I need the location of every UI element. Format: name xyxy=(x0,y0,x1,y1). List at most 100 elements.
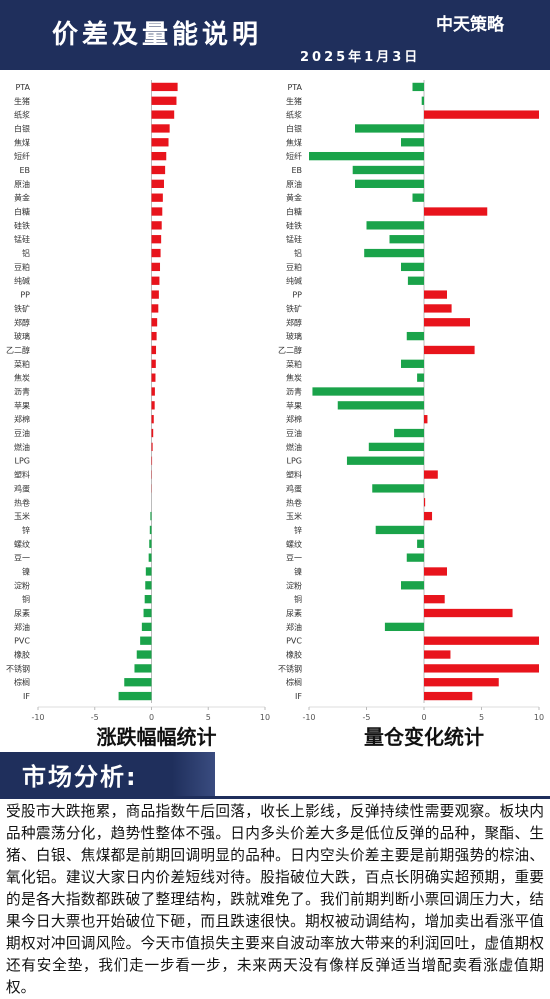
y-tick-label: 螺纹 xyxy=(14,539,30,549)
bar xyxy=(145,595,152,603)
bar xyxy=(424,595,445,603)
bar xyxy=(152,207,163,215)
bar xyxy=(401,138,424,146)
bar xyxy=(424,415,427,423)
chart-title: 涨跌幅幅统计 xyxy=(97,725,217,749)
bar xyxy=(152,249,161,257)
bar xyxy=(394,429,424,437)
x-tick-label: 10 xyxy=(534,713,544,722)
bar xyxy=(401,263,424,271)
bar xyxy=(152,166,166,174)
x-tick-label: 0 xyxy=(149,713,154,722)
y-tick-label: 纸浆 xyxy=(14,110,30,120)
y-tick-label: 不锈钢 xyxy=(278,663,302,673)
bar xyxy=(367,221,425,229)
y-tick-label: 黄金 xyxy=(286,193,302,203)
y-tick-label: 白银 xyxy=(286,123,302,133)
y-tick-label: 郑醇 xyxy=(286,317,302,327)
y-tick-label: 乙二醇 xyxy=(6,345,30,355)
y-tick-label: 塑料 xyxy=(14,470,30,480)
bar xyxy=(152,263,161,271)
bar xyxy=(424,512,432,520)
bar xyxy=(152,360,156,368)
bar xyxy=(424,318,470,326)
y-tick-label: 焦煤 xyxy=(14,137,30,147)
y-tick-label: 苹果 xyxy=(14,400,30,410)
y-tick-label: 铁矿 xyxy=(286,303,302,313)
y-tick-label: 生猪 xyxy=(286,96,302,106)
y-tick-label: 螺纹 xyxy=(286,539,302,549)
bar xyxy=(152,346,157,354)
x-tick-label: -5 xyxy=(91,713,99,722)
bar xyxy=(152,318,158,326)
y-tick-label: 白糖 xyxy=(286,207,302,217)
y-tick-label: 纸浆 xyxy=(286,110,302,120)
x-tick-label: 5 xyxy=(206,713,211,722)
bar xyxy=(424,470,438,478)
bar xyxy=(385,623,424,631)
analysis-title: 市场分析: xyxy=(22,757,138,792)
bar xyxy=(149,540,151,548)
y-tick-label: 棕榈 xyxy=(286,677,302,687)
bar xyxy=(152,443,153,451)
page-title: 价差及量能说明 xyxy=(52,14,262,51)
y-tick-label: 焦炭 xyxy=(286,373,302,383)
bar xyxy=(424,609,513,617)
y-tick-label: 沥青 xyxy=(14,387,30,397)
y-tick-label: 铜 xyxy=(22,594,30,604)
y-tick-label: 铁矿 xyxy=(14,303,30,313)
y-tick-label: 尿素 xyxy=(286,608,302,618)
y-tick-label: 豆粕 xyxy=(14,262,30,272)
y-tick-label: 鸡蛋 xyxy=(286,483,302,493)
bar xyxy=(152,194,163,202)
y-tick-label: IF xyxy=(23,692,30,701)
y-tick-label: PP xyxy=(20,291,30,300)
bar xyxy=(424,664,539,672)
bar xyxy=(422,97,424,105)
bar xyxy=(152,97,177,105)
bar xyxy=(401,360,424,368)
y-tick-label: PTA xyxy=(287,83,302,92)
bar xyxy=(424,110,539,118)
y-tick-label: 郑油 xyxy=(286,622,302,632)
y-tick-label: 菜粕 xyxy=(14,359,30,369)
y-tick-label: 玉米 xyxy=(14,511,30,521)
y-tick-label: 郑棉 xyxy=(14,414,30,424)
y-tick-label: 郑棉 xyxy=(286,414,302,424)
header: 价差及量能说明 2025年1月3日 中天策略 xyxy=(0,0,550,70)
bar xyxy=(152,401,155,409)
bar xyxy=(150,512,151,520)
y-tick-label: 尿素 xyxy=(14,608,30,618)
y-tick-label: 硅铁 xyxy=(286,220,302,230)
bar xyxy=(152,235,162,243)
bar xyxy=(413,83,425,91)
x-tick-label: 0 xyxy=(421,713,426,722)
bar xyxy=(407,553,424,561)
bar xyxy=(424,567,447,575)
y-tick-label: 豆油 xyxy=(14,428,30,438)
y-tick-label: 不锈钢 xyxy=(6,663,30,673)
chart-title: 量仓变化统计 xyxy=(364,725,484,749)
y-tick-label: 铝 xyxy=(22,248,30,258)
bar xyxy=(424,290,447,298)
bar xyxy=(347,457,424,465)
y-tick-label: 沥青 xyxy=(286,387,302,397)
y-tick-label: 豆粕 xyxy=(286,262,302,272)
y-tick-label: 锰硅 xyxy=(14,234,30,244)
y-tick-label: 镍 xyxy=(294,566,302,576)
y-tick-label: 镍 xyxy=(22,566,30,576)
bar xyxy=(137,650,152,658)
bar xyxy=(152,304,159,312)
bar xyxy=(424,498,425,506)
bar xyxy=(424,637,539,645)
y-tick-label: 焦煤 xyxy=(286,137,302,147)
bar xyxy=(364,249,424,257)
bar xyxy=(152,332,157,340)
bar xyxy=(401,581,424,589)
x-tick-label: -10 xyxy=(31,713,44,722)
bar xyxy=(144,609,152,617)
y-tick-label: 燃油 xyxy=(14,442,30,452)
y-tick-label: LPG xyxy=(15,457,30,466)
x-tick-label: -10 xyxy=(302,713,315,722)
bar xyxy=(424,346,475,354)
